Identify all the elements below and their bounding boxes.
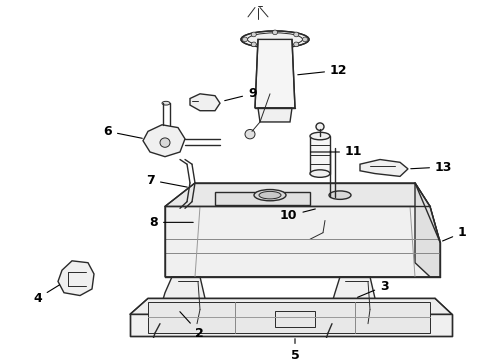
Ellipse shape [241,31,309,48]
Polygon shape [215,192,310,204]
Polygon shape [195,208,242,237]
Circle shape [251,42,256,47]
Circle shape [245,130,255,139]
Polygon shape [360,159,408,176]
Polygon shape [258,108,292,122]
Polygon shape [255,39,295,108]
Circle shape [294,42,299,47]
Circle shape [215,219,223,226]
Ellipse shape [310,170,330,177]
Ellipse shape [254,189,286,201]
Circle shape [211,215,227,230]
Ellipse shape [329,191,351,199]
Circle shape [251,32,256,37]
Polygon shape [175,206,200,218]
Ellipse shape [160,138,170,147]
Polygon shape [415,183,440,277]
Polygon shape [330,277,375,324]
Polygon shape [310,136,330,174]
Text: 3: 3 [358,280,389,297]
Text: 8: 8 [149,216,193,229]
Polygon shape [165,183,430,206]
Circle shape [303,237,313,247]
Circle shape [272,44,277,49]
Circle shape [316,123,324,130]
Text: 11: 11 [311,145,363,158]
Text: 9: 9 [225,87,257,101]
Polygon shape [130,314,452,336]
Text: 7: 7 [146,174,187,187]
Text: 10: 10 [280,209,315,222]
Circle shape [302,37,308,42]
Circle shape [321,341,329,348]
Text: 4: 4 [33,285,60,305]
Polygon shape [160,277,205,324]
Polygon shape [58,261,94,296]
Text: 12: 12 [298,64,347,77]
Text: 13: 13 [411,161,452,174]
Polygon shape [143,125,185,157]
Circle shape [243,37,247,42]
Polygon shape [130,298,452,314]
Polygon shape [317,197,350,220]
Ellipse shape [310,132,330,140]
Ellipse shape [162,101,170,105]
Circle shape [272,30,277,35]
Ellipse shape [259,192,281,199]
Text: 1: 1 [442,226,467,241]
Polygon shape [148,302,430,333]
Circle shape [148,341,156,348]
Text: 5: 5 [291,339,299,360]
Text: 6: 6 [103,125,142,138]
Polygon shape [165,206,440,277]
Circle shape [294,32,299,37]
Polygon shape [190,94,220,111]
Text: 2: 2 [180,312,204,339]
